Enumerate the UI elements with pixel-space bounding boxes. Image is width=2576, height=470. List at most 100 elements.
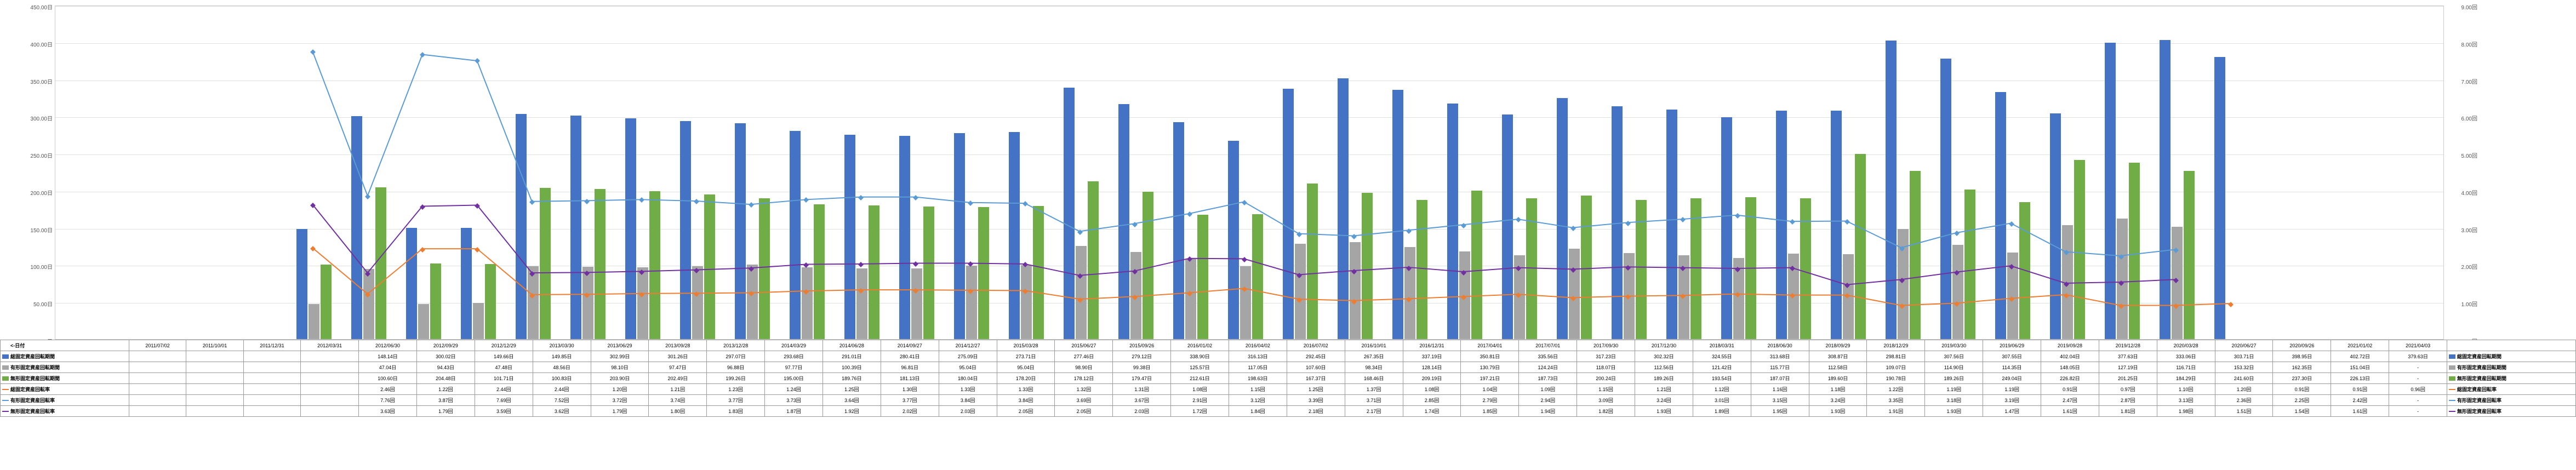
marker-s5 bbox=[365, 194, 370, 199]
bar-s2 bbox=[1076, 246, 1087, 339]
cell: 130.79日 bbox=[1461, 362, 1519, 373]
cell: 301.26日 bbox=[649, 351, 707, 362]
cell: 335.56日 bbox=[1519, 351, 1577, 362]
cell: 1.74回 bbox=[1403, 406, 1461, 417]
cell: 47.48日 bbox=[475, 362, 533, 373]
date-header: 2016/10/01 bbox=[1345, 340, 1403, 351]
cell: 3.72回 bbox=[591, 395, 649, 406]
cell: 1.20回 bbox=[2215, 384, 2273, 395]
cell: 1.33回 bbox=[939, 384, 997, 395]
cell: 197.21日 bbox=[1461, 373, 1519, 384]
bar-s2 bbox=[363, 269, 374, 339]
cell: 3.77回 bbox=[707, 395, 765, 406]
cell: 2.94回 bbox=[1519, 395, 1577, 406]
cell: 1.54回 bbox=[2273, 406, 2331, 417]
cell: 350.81日 bbox=[1461, 351, 1519, 362]
cell: 149.85日 bbox=[533, 351, 591, 362]
bar-s3 bbox=[1416, 200, 1427, 339]
y-right-label: 5.00回 bbox=[2447, 151, 2477, 159]
bar-s3 bbox=[540, 188, 551, 339]
bar-s3 bbox=[1252, 214, 1263, 339]
cell: 125.57日 bbox=[1171, 362, 1229, 373]
cell: 1.31回 bbox=[1113, 384, 1171, 395]
cell: 99.38日 bbox=[1113, 362, 1171, 373]
marker-s4 bbox=[310, 246, 316, 251]
cell: 2.05回 bbox=[1055, 406, 1113, 417]
cell: 3.71回 bbox=[1345, 395, 1403, 406]
cell bbox=[129, 406, 186, 417]
cell: 1.85回 bbox=[1461, 406, 1519, 417]
cell: 2.46回 bbox=[359, 384, 417, 395]
marker-s5 bbox=[2009, 221, 2014, 227]
row-header-right-s2: 有形固定資産回転期間 bbox=[2447, 362, 2576, 373]
cell: 0.91回 bbox=[2273, 384, 2331, 395]
cell: 3.24回 bbox=[1809, 395, 1867, 406]
bar-s1 bbox=[1557, 98, 1568, 339]
cell: 302.32日 bbox=[1635, 351, 1693, 362]
bar-s2 bbox=[1350, 242, 1361, 339]
date-header: 2016/12/31 bbox=[1403, 340, 1461, 351]
cell: 100.39日 bbox=[823, 362, 881, 373]
marker-s5 bbox=[1954, 231, 1960, 237]
cell: 279.12日 bbox=[1113, 351, 1171, 362]
bar-s2 bbox=[637, 267, 648, 339]
bar-s1 bbox=[1118, 104, 1129, 339]
cell bbox=[243, 362, 300, 373]
marker-s5 bbox=[1844, 219, 1850, 225]
cell: 98.34日 bbox=[1345, 362, 1403, 373]
row-header-s6: 無形固定資産回転率 bbox=[1, 406, 129, 417]
cell: 0.96回 bbox=[2389, 384, 2447, 395]
cell: 3.62回 bbox=[533, 406, 591, 417]
cell: 303.71日 bbox=[2215, 351, 2273, 362]
marker-s5 bbox=[1625, 221, 1631, 226]
date-header: 2012/06/30 bbox=[359, 340, 417, 351]
date-header: 2017/07/01 bbox=[1519, 340, 1577, 351]
cell: 201.25日 bbox=[2099, 373, 2157, 384]
cell: 1.92回 bbox=[823, 406, 881, 417]
cell: 1.72回 bbox=[1171, 406, 1229, 417]
cell: - bbox=[2389, 406, 2447, 417]
cell: 148.14日 bbox=[359, 351, 417, 362]
date-header: 2018/09/29 bbox=[1809, 340, 1867, 351]
bar-s3 bbox=[1307, 184, 1318, 339]
bar-s1 bbox=[1283, 89, 1294, 339]
row-header-right-s5: 有形固定資産回転率 bbox=[2447, 395, 2576, 406]
bar-s1 bbox=[790, 131, 801, 339]
marker-s5 bbox=[1023, 201, 1028, 207]
cell bbox=[129, 351, 186, 362]
cell: 317.23日 bbox=[1577, 351, 1635, 362]
cell: 3.84回 bbox=[997, 395, 1055, 406]
cell: 241.60日 bbox=[2215, 373, 2273, 384]
cell: 95.04日 bbox=[997, 362, 1055, 373]
date-header: 2015/03/28 bbox=[997, 340, 1055, 351]
cell: 1.12回 bbox=[1693, 384, 1751, 395]
cell: 1.79回 bbox=[591, 406, 649, 417]
cell: 1.19回 bbox=[1925, 384, 1983, 395]
bar-s3 bbox=[1033, 206, 1044, 339]
bar-s3 bbox=[1088, 181, 1099, 339]
marker-s6 bbox=[420, 204, 425, 210]
marker-s5 bbox=[1296, 232, 1302, 237]
cell: 1.20回 bbox=[591, 384, 649, 395]
bar-s3 bbox=[869, 205, 879, 339]
bar-s1 bbox=[1338, 78, 1349, 339]
cell bbox=[301, 384, 359, 395]
bar-s3 bbox=[649, 191, 660, 339]
date-header: 2011/12/31 bbox=[243, 340, 300, 351]
cell: 1.93回 bbox=[1925, 406, 1983, 417]
cell: 1.22回 bbox=[416, 384, 475, 395]
bar-s3 bbox=[1800, 198, 1811, 339]
marker-s5 bbox=[749, 202, 754, 208]
cell: 109.07日 bbox=[1867, 362, 1925, 373]
marker-s6 bbox=[310, 203, 316, 208]
date-header: 2012/03/31 bbox=[301, 340, 359, 351]
y-right-label: 6.00回 bbox=[2447, 114, 2477, 122]
date-header: 2012/12/29 bbox=[475, 340, 533, 351]
cell: 178.12日 bbox=[1055, 373, 1113, 384]
bar-s2 bbox=[1404, 247, 1415, 339]
date-header: 2017/12/30 bbox=[1635, 340, 1693, 351]
cell: 204.48日 bbox=[416, 373, 475, 384]
bar-s1 bbox=[680, 121, 691, 339]
cell: 212.61日 bbox=[1171, 373, 1229, 384]
cell: 226.13日 bbox=[2331, 373, 2389, 384]
